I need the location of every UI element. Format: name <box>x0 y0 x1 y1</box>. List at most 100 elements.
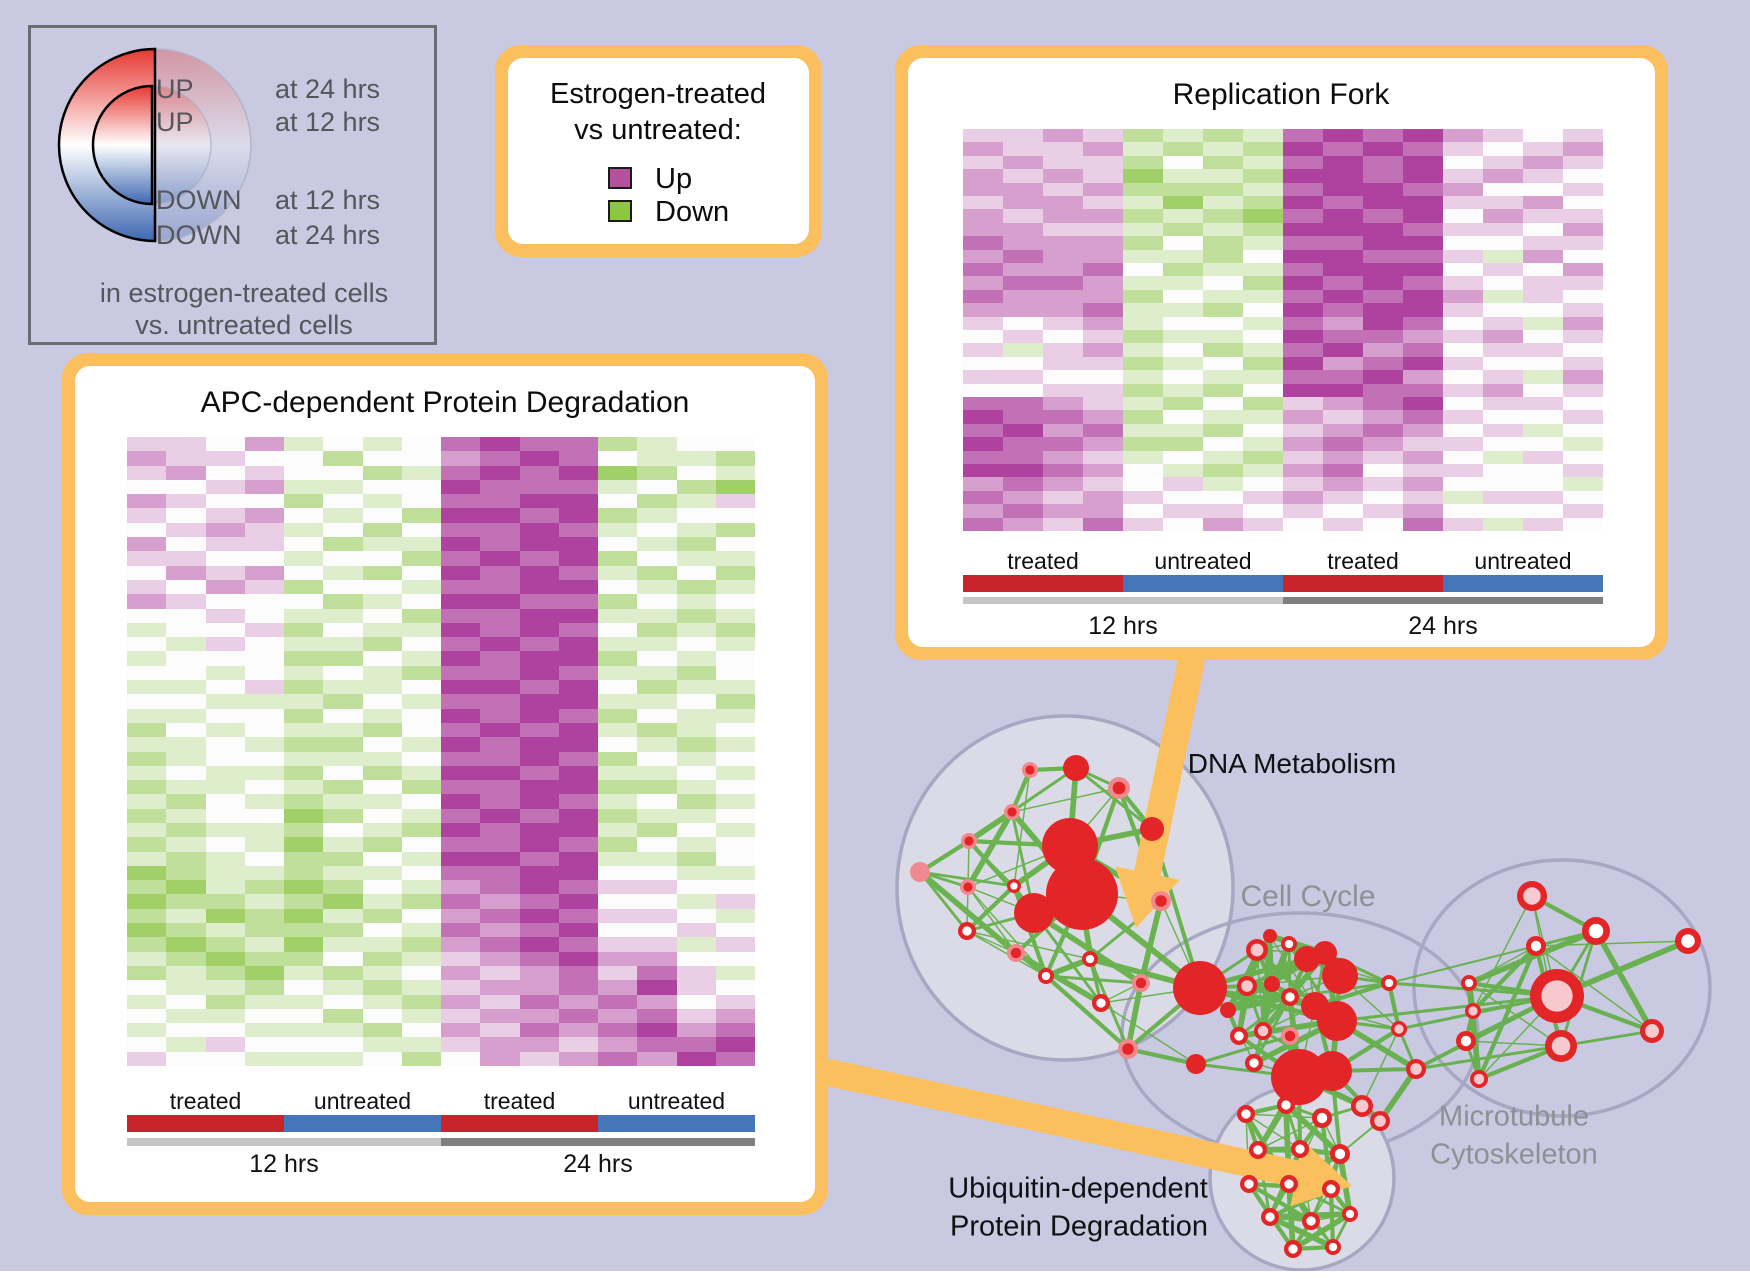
heatmap-cell <box>676 1051 716 1066</box>
heatmap-cell <box>205 494 245 509</box>
heatmap-cell <box>1203 249 1243 263</box>
heatmap-cell <box>401 622 441 638</box>
heatmap-cell <box>205 780 245 795</box>
heatmap-cell <box>637 994 677 1009</box>
network-edge <box>1397 994 1559 1031</box>
heatmap-cell <box>323 1051 363 1066</box>
heatmap-cell <box>1523 410 1563 424</box>
network-node <box>1237 976 1257 996</box>
heatmap-cell <box>1243 316 1283 330</box>
heatmap-cell <box>1483 423 1523 438</box>
network-node <box>1530 940 1542 952</box>
heatmap-cell <box>519 837 559 852</box>
heatmap-cell <box>963 356 1003 371</box>
network-edge <box>1287 1033 1302 1080</box>
heatmap-cell <box>362 751 402 766</box>
rf-heatmap <box>963 129 1603 531</box>
heatmap-cell <box>480 994 520 1009</box>
network-node <box>1312 1051 1352 1091</box>
network-edge <box>1338 974 1391 985</box>
heatmap-cell <box>1163 316 1203 330</box>
scale-time-24: at 24 hrs <box>275 74 381 104</box>
heatmap-cell <box>1123 463 1163 478</box>
heatmap-cell <box>1283 303 1323 317</box>
heatmap-cell <box>284 680 324 695</box>
heatmap-cell <box>166 594 206 609</box>
heatmap-cell <box>127 837 167 852</box>
heatmap-cell <box>323 1023 363 1038</box>
heatmap-cell <box>1243 303 1283 317</box>
heatmap-cell <box>1403 209 1443 223</box>
heatmap-cell <box>1563 303 1603 317</box>
heatmap-cell <box>1323 383 1363 397</box>
network-edge <box>1529 893 1599 934</box>
heatmap-cell <box>1243 463 1283 478</box>
heatmap-cell <box>1043 423 1083 438</box>
heatmap-cell <box>284 894 324 909</box>
heatmap-cell <box>558 923 598 938</box>
heatmap-cell <box>401 579 441 595</box>
heatmap-cell <box>676 680 716 695</box>
network-edge <box>1125 1046 1199 1067</box>
network-edge <box>1245 934 1272 988</box>
heatmap-cell <box>284 694 324 709</box>
heatmap-cell <box>1363 155 1403 170</box>
heatmap-cell <box>362 737 402 752</box>
heatmap-cell <box>715 565 755 580</box>
network-edge <box>1314 1005 1400 1030</box>
heatmap-cell <box>1323 249 1363 263</box>
network-node <box>1096 998 1106 1008</box>
heatmap-cell <box>963 450 1003 464</box>
heatmap-cell <box>1123 437 1163 451</box>
network-edge <box>1246 1181 1296 1252</box>
network-edge <box>1288 995 1317 1008</box>
heatmap-cell <box>1483 329 1523 344</box>
heatmap-cell <box>1403 155 1443 170</box>
heatmap-cell <box>362 508 402 523</box>
network-node <box>962 926 972 936</box>
network-edge <box>1126 986 1202 1051</box>
heatmap-cell <box>244 608 284 623</box>
network-edge <box>1267 1146 1303 1220</box>
heatmap-cell <box>715 822 755 838</box>
heatmap-cell <box>1043 316 1083 330</box>
heatmap-cell <box>127 565 167 580</box>
heatmap-cell <box>1203 450 1243 464</box>
time-label-12hrs: 12 hrs <box>1088 612 1158 640</box>
scale-legend-box: UP at 24 hrs UP at 12 hrs DOWN at 12 hrs… <box>28 25 437 345</box>
heatmap-cell <box>519 465 559 480</box>
heatmap-cell <box>598 794 638 809</box>
network-edge <box>1310 1213 1351 1222</box>
network-edge <box>1256 1148 1291 1186</box>
network-edge <box>1297 1075 1302 1151</box>
heatmap-cell <box>244 965 284 981</box>
heatmap-cell <box>715 780 755 795</box>
heatmap-cell <box>1563 169 1603 183</box>
heatmap-cell <box>1003 209 1043 223</box>
group-label-treated-2: treated <box>1327 548 1399 574</box>
network-edge <box>1236 1018 1340 1039</box>
heatmap-cell <box>323 594 363 609</box>
heatmap-cell <box>284 951 324 966</box>
heatmap-cell <box>637 951 677 966</box>
network-edge <box>1245 1113 1301 1150</box>
heatmap-cell <box>1523 396 1563 411</box>
network-node <box>1582 917 1610 945</box>
heatmap-cell <box>598 708 638 723</box>
heatmap-cell <box>1243 222 1283 237</box>
heatmap-cell <box>323 894 363 909</box>
heatmap-cell <box>205 965 245 981</box>
heatmap-cell <box>558 937 598 952</box>
network-node <box>1384 978 1394 988</box>
heatmap-cell <box>519 737 559 752</box>
heatmap-cell <box>480 565 520 580</box>
heatmap-cell <box>1483 155 1523 170</box>
heatmap-cell <box>715 680 755 695</box>
heatmap-cell <box>127 751 167 766</box>
heatmap-cell <box>401 708 441 723</box>
heatmap-cell <box>637 837 677 852</box>
heatmap-cell <box>1283 209 1323 223</box>
heatmap-cell <box>1123 329 1163 344</box>
heatmap-cell <box>1323 477 1363 491</box>
heatmap-cell <box>1443 463 1483 478</box>
